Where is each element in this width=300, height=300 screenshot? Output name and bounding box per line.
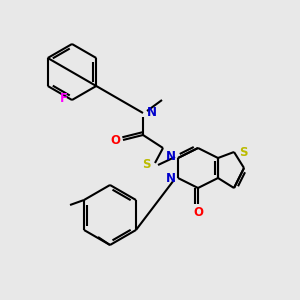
Text: O: O [110, 134, 120, 146]
Text: N: N [147, 106, 157, 119]
Text: F: F [60, 92, 68, 104]
Text: N: N [166, 172, 176, 184]
Text: O: O [193, 206, 203, 218]
Text: N: N [166, 151, 176, 164]
Text: S: S [239, 146, 247, 160]
Text: S: S [142, 158, 150, 172]
